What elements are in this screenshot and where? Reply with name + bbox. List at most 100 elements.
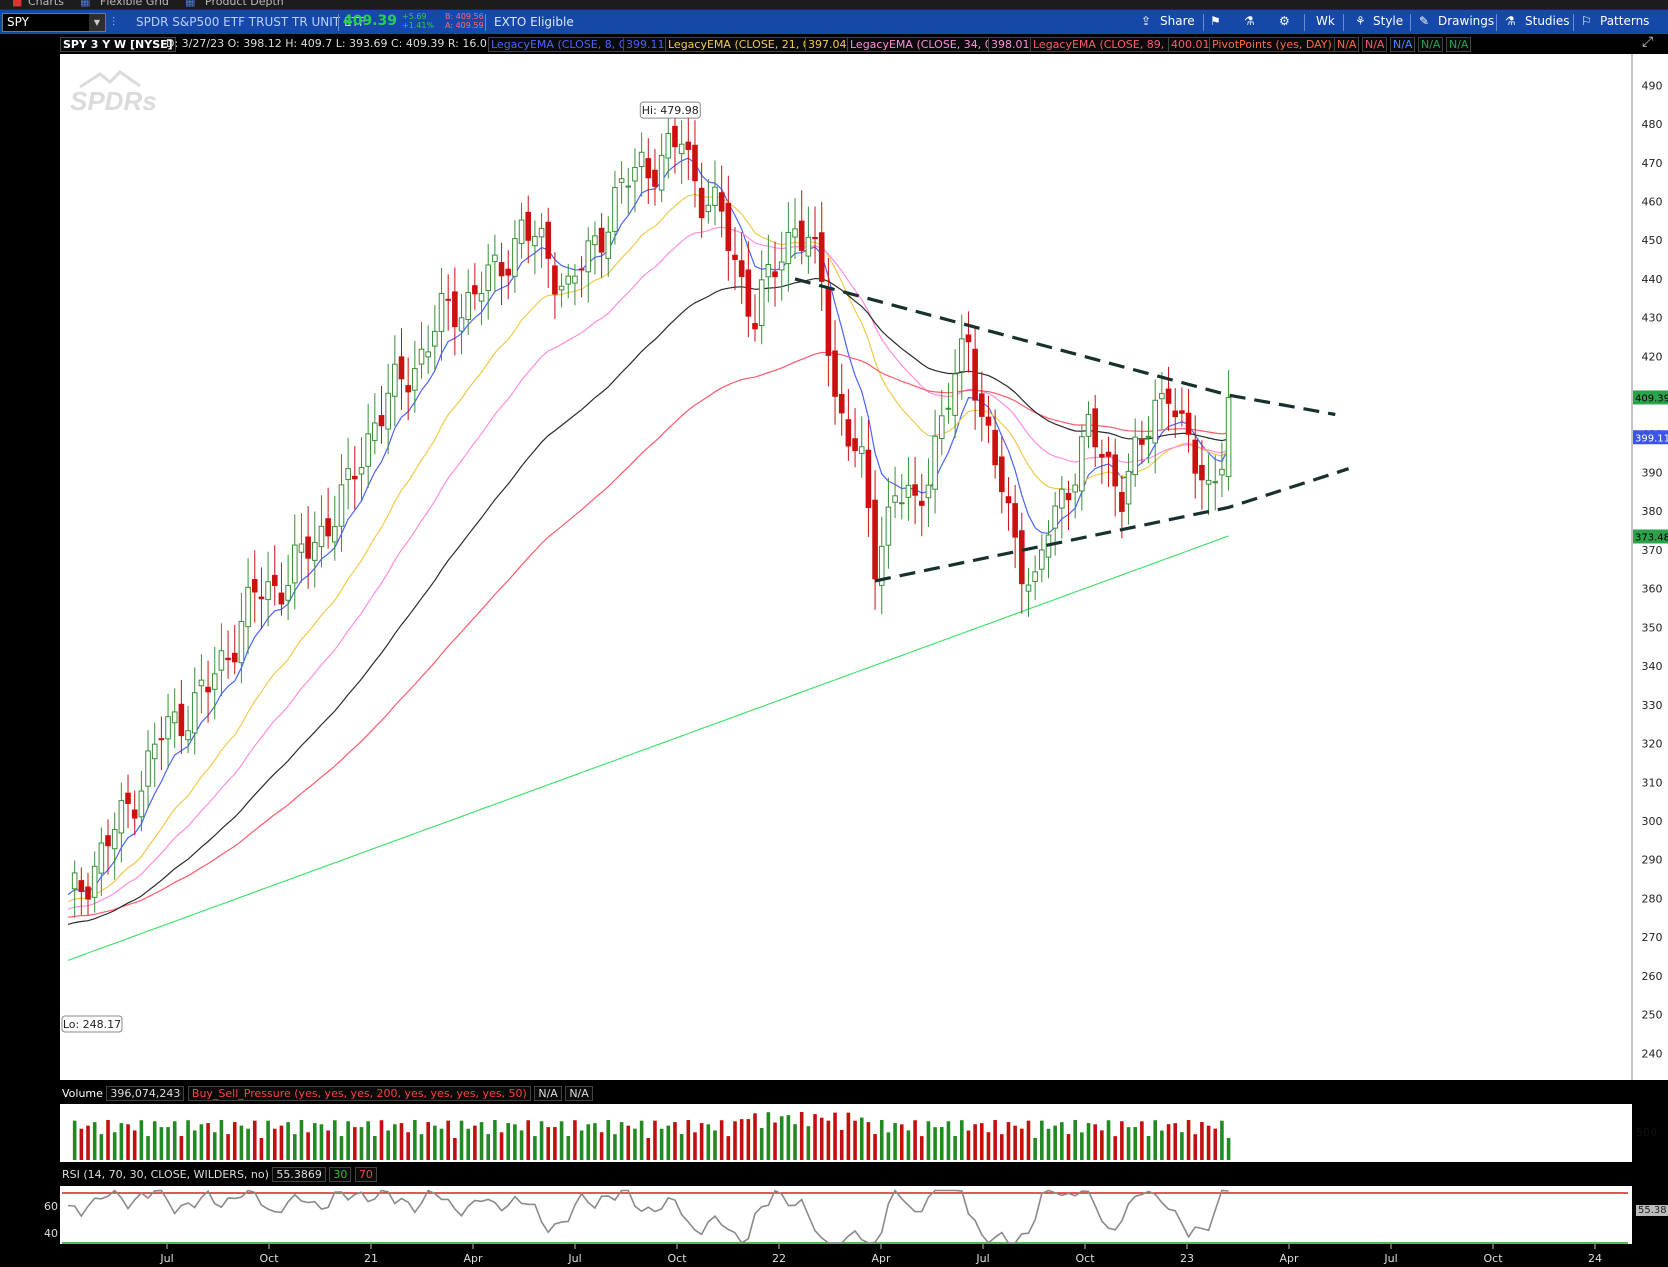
price-tick-label: 350: [1642, 621, 1663, 634]
pivot-label[interactable]: PivotPoints (yes, DAY): [1209, 37, 1335, 52]
share-button[interactable]: Share: [1160, 14, 1195, 28]
drawings-button[interactable]: Drawings: [1438, 14, 1495, 28]
volume-bar: [659, 1128, 664, 1160]
candle-body: [1105, 451, 1112, 457]
style-icon[interactable]: ⚘: [1355, 14, 1366, 28]
ask-value: A: 409.59: [445, 21, 484, 30]
tab-charts[interactable]: Charts: [28, 0, 64, 8]
flag-icon[interactable]: ⚑: [1210, 14, 1221, 28]
volume-bar: [406, 1132, 410, 1160]
volume-bar: [1040, 1120, 1044, 1160]
price-tick-label: 290: [1642, 854, 1663, 867]
volume-bar: [179, 1136, 184, 1160]
candle-body: [1199, 464, 1205, 481]
candle-body: [298, 543, 305, 553]
candle-body: [1032, 571, 1038, 582]
volume-bar: [819, 1117, 824, 1160]
volume-bar: [226, 1134, 230, 1160]
candle-body: [472, 285, 478, 295]
ema89-label[interactable]: LegacyEMA (CLOSE, 89, 0): [1030, 37, 1183, 52]
link-icon[interactable]: ⫶: [112, 15, 116, 29]
volume-bar: [973, 1124, 977, 1160]
studies-button[interactable]: Studies: [1525, 14, 1570, 28]
divider: [1343, 14, 1344, 31]
candle-body: [125, 792, 131, 804]
volume-bar: [799, 1112, 804, 1160]
price-panel: [60, 54, 1632, 1080]
volume-bar: [953, 1135, 957, 1160]
candle-body: [452, 291, 458, 328]
gear-icon[interactable]: ⚙: [1279, 14, 1290, 28]
volume-bar: [533, 1136, 537, 1160]
ema8-label[interactable]: LegacyEMA (CLOSE, 8, 0): [488, 37, 634, 52]
volume-bar: [586, 1124, 591, 1160]
candle-body: [218, 650, 225, 671]
volume-bar: [619, 1122, 624, 1160]
candle-body: [698, 187, 705, 219]
tab-flexible-grid[interactable]: Flexible Grid: [100, 0, 169, 8]
candle-body: [1225, 396, 1232, 478]
volume-bar: [413, 1120, 417, 1160]
volume-bar: [1173, 1123, 1178, 1160]
candle-body: [985, 416, 992, 426]
exto-eligible-label: EXTO Eligible: [494, 15, 574, 29]
collapse-icon[interactable]: ⤢: [1642, 34, 1654, 50]
volume-bar: [639, 1120, 644, 1160]
price-tick-label: 490: [1642, 79, 1663, 92]
candle-body: [958, 338, 965, 372]
candle-body: [265, 581, 271, 601]
style-button[interactable]: Style: [1373, 14, 1404, 28]
volume-bar: [526, 1120, 531, 1160]
volume-bar: [979, 1123, 984, 1160]
volume-bar: [646, 1137, 651, 1160]
studies-icon[interactable]: ⚗: [1505, 14, 1516, 28]
bid-value: B: 409.56: [445, 12, 484, 21]
hi-annotation-box: [639, 101, 701, 119]
price-tick-label: 430: [1642, 312, 1663, 325]
volume-bar: [232, 1122, 237, 1160]
volume-bar: [346, 1121, 350, 1160]
last-price: 409.39: [343, 13, 398, 29]
trendlines: [794, 277, 1350, 583]
timeframe-button[interactable]: Wk: [1316, 14, 1335, 28]
volume-na-2: N/A: [565, 1086, 593, 1101]
volume-bar: [112, 1132, 117, 1160]
volume-bar: [1146, 1135, 1151, 1160]
x-tick-label: 23: [1180, 1252, 1194, 1265]
candle-body: [518, 219, 525, 244]
volume-bar: [379, 1120, 384, 1160]
candle-body: [798, 220, 805, 251]
candle-body: [552, 265, 558, 295]
candle-body: [1059, 488, 1065, 509]
symbol-input[interactable]: SPY ▼: [2, 13, 106, 32]
spdrs-logo: SPDRs: [70, 70, 157, 116]
candle-body: [758, 279, 765, 327]
symbol-dropdown-icon[interactable]: ▼: [89, 14, 105, 31]
volume-bar: [1153, 1120, 1158, 1160]
volume-bar: [386, 1130, 390, 1160]
volume-bar: [806, 1126, 811, 1160]
flask-icon[interactable]: ⚗: [1244, 14, 1255, 28]
rsi-label[interactable]: RSI (14, 70, 30, CLOSE, WILDERS, no): [62, 1168, 269, 1181]
share-icon[interactable]: ⇪: [1141, 14, 1152, 28]
ema21-label[interactable]: LegacyEMA (CLOSE, 21, 0): [665, 37, 818, 52]
volume-bar: [759, 1127, 764, 1160]
volume-bar: [686, 1120, 691, 1160]
volume-bar: [939, 1127, 944, 1160]
price-tick-label: 460: [1642, 196, 1663, 209]
tab-product-depth[interactable]: Product Depth: [205, 0, 284, 8]
patterns-button[interactable]: Patterns: [1600, 14, 1650, 28]
patterns-icon[interactable]: ⚐: [1581, 14, 1592, 28]
pencil-icon[interactable]: ✎: [1419, 14, 1430, 28]
candle-body: [1065, 492, 1072, 501]
candle-body: [338, 484, 345, 527]
candle-body: [878, 545, 885, 586]
candle-body: [1139, 439, 1145, 445]
buy-sell-pressure-label[interactable]: Buy_Sell_Pressure (yes, yes, yes, 200, y…: [187, 1086, 531, 1101]
candle-body: [918, 500, 925, 506]
volume-bar: [893, 1123, 897, 1160]
lo-annotation-box: [61, 1015, 123, 1033]
ema34-label[interactable]: LegacyEMA (CLOSE, 34, 0): [847, 37, 1000, 52]
candle-body: [311, 541, 318, 561]
